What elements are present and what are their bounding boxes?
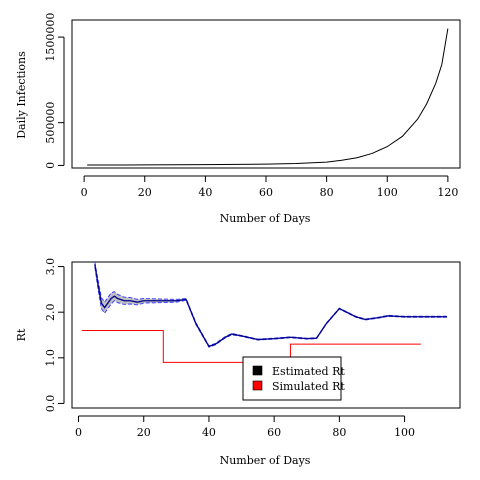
y-tick-label: 2.0 bbox=[44, 303, 57, 321]
legend-swatch-estimated bbox=[252, 365, 263, 376]
x-tick-label: 80 bbox=[320, 186, 334, 199]
x-tick-label: 40 bbox=[202, 426, 216, 439]
y-axis: 0.0 1.0 2.0 3.0 bbox=[44, 258, 65, 413]
y-tick-label: 500000 bbox=[44, 102, 57, 144]
x-tick-label: 0 bbox=[75, 426, 82, 439]
series-layer bbox=[81, 261, 447, 363]
x-axis-label: Number of Days bbox=[220, 212, 311, 225]
y-axis-label: Daily Infections bbox=[15, 51, 28, 139]
legend-swatch-simulated bbox=[252, 380, 263, 391]
y-tick-label: 1500000 bbox=[44, 13, 57, 62]
x-axis-label: Number of Days bbox=[220, 454, 311, 467]
y-tick-label: 0.0 bbox=[44, 395, 57, 413]
x-tick-label: 120 bbox=[437, 186, 458, 199]
y-tick-label: 1.0 bbox=[44, 349, 57, 367]
x-tick-label: 100 bbox=[377, 186, 398, 199]
x-tick-label: 20 bbox=[138, 186, 152, 199]
x-tick-label: 0 bbox=[81, 186, 88, 199]
legend-label-estimated: Estimated Rt bbox=[272, 365, 345, 378]
x-tick-label: 60 bbox=[259, 186, 273, 199]
y-axis-label: Rt bbox=[15, 328, 28, 341]
x-axis: 0 20 40 60 80 100 120 bbox=[81, 175, 458, 199]
simulated-rt-line bbox=[81, 329, 421, 363]
daily-infections-chart: 0 20 40 60 80 100 120 0 500000 1500000 Number of… bbox=[15, 13, 461, 225]
x-tick-label: 60 bbox=[267, 426, 281, 439]
daily-infections-line bbox=[87, 28, 449, 166]
plot-frame bbox=[71, 19, 461, 169]
estimated-rt-line bbox=[94, 264, 447, 348]
legend-box bbox=[242, 356, 342, 401]
x-axis: 0 20 40 60 80 100 bbox=[75, 415, 415, 439]
y-axis: 0 500000 1500000 bbox=[44, 13, 65, 169]
y-tick-label: 0 bbox=[44, 162, 57, 169]
plot-frame bbox=[71, 261, 461, 409]
legend: Estimated Rt Simulated Rt bbox=[242, 356, 345, 401]
series-layer bbox=[87, 28, 449, 166]
x-tick-label: 20 bbox=[137, 426, 151, 439]
legend-label-simulated: Simulated Rt bbox=[272, 380, 345, 393]
x-tick-label: 100 bbox=[394, 426, 415, 439]
x-tick-label: 80 bbox=[332, 426, 346, 439]
y-tick-label: 3.0 bbox=[44, 258, 57, 276]
x-tick-label: 40 bbox=[198, 186, 212, 199]
rt-chart: 0 20 40 60 80 100 0.0 1.0 2.0 3.0 Number of Days… bbox=[15, 258, 461, 467]
